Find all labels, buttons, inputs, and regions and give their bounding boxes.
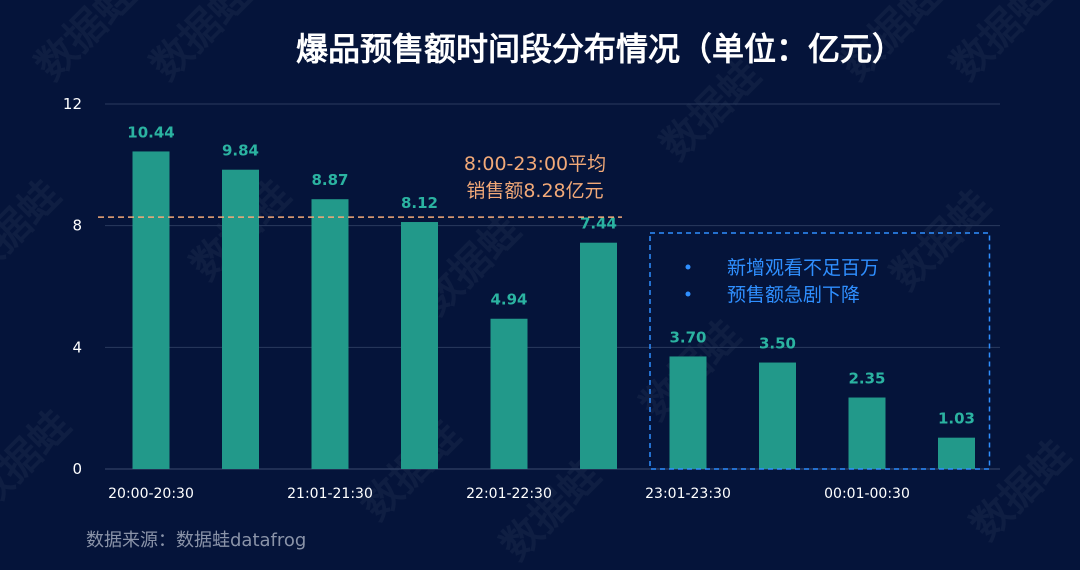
y-axis-ticks: 0 4 8 12 bbox=[63, 95, 82, 478]
y-tick-3: 12 bbox=[63, 95, 82, 113]
bar-3 bbox=[401, 222, 438, 469]
note-bullet-0 bbox=[685, 264, 691, 270]
bar-8 bbox=[848, 397, 886, 469]
value-label-7: 3.50 bbox=[759, 335, 796, 353]
bar-2 bbox=[311, 199, 349, 469]
value-label-1: 9.84 bbox=[222, 142, 259, 160]
y-tick-1: 4 bbox=[72, 338, 82, 356]
x-axis-ticks: 20:00-20:30 21:01-21:30 22:01-22:30 23:01-2… bbox=[108, 486, 910, 502]
bar-7 bbox=[759, 362, 796, 469]
bars bbox=[132, 151, 975, 469]
bar-5 bbox=[580, 242, 617, 469]
value-label-3: 8.12 bbox=[401, 194, 438, 212]
note-bullet-1 bbox=[685, 291, 691, 297]
value-label-2: 8.87 bbox=[311, 171, 348, 189]
x-tick-2: 21:01-21:30 bbox=[287, 486, 373, 502]
watermark-text-6: 数据蛙 bbox=[0, 172, 69, 289]
bar-0 bbox=[132, 151, 170, 469]
value-labels: 10.44 9.84 8.87 8.12 4.94 7.44 3.70 3.50 2.35 1.0… bbox=[127, 123, 975, 427]
average-label-0: 8:00-23:00平均 bbox=[464, 153, 606, 175]
value-label-6: 3.70 bbox=[669, 328, 706, 346]
watermark-text-9: 数据蛙 bbox=[492, 452, 609, 569]
watermark-text-11: 数据蛙 bbox=[962, 432, 1079, 549]
chart-title: 爆品预售额时间段分布情况（单位：亿元） bbox=[296, 30, 904, 68]
watermark-text-0: 数据蛙 bbox=[27, 0, 144, 89]
bar-9 bbox=[938, 437, 975, 469]
value-label-0: 10.44 bbox=[127, 123, 174, 141]
y-tick-0: 0 bbox=[72, 460, 82, 478]
average-label-1: 销售额8.28亿元 bbox=[466, 180, 603, 202]
x-tick-8: 00:01-00:30 bbox=[824, 486, 910, 502]
note-text-0: 新增观看不足百万 bbox=[727, 257, 879, 279]
bar-1 bbox=[222, 169, 259, 469]
x-tick-4: 22:01-22:30 bbox=[466, 486, 552, 502]
bar-6 bbox=[669, 356, 707, 469]
value-label-9: 1.03 bbox=[938, 410, 975, 428]
note-text-1: 预售额急剧下降 bbox=[727, 284, 860, 306]
y-tick-2: 8 bbox=[72, 217, 82, 235]
x-tick-0: 20:00-20:30 bbox=[108, 486, 194, 502]
source-note: 数据来源：数据蛙datafrog bbox=[86, 530, 306, 551]
value-label-8: 2.35 bbox=[848, 370, 885, 388]
value-label-4: 4.94 bbox=[490, 291, 527, 309]
watermark-text-10: 数据蛙 bbox=[0, 402, 79, 519]
bar-4 bbox=[490, 318, 528, 469]
watermark-text-3: 数据蛙 bbox=[942, 0, 1059, 89]
watermark-text-7: 数据蛙 bbox=[882, 182, 999, 299]
value-label-5: 7.44 bbox=[580, 215, 617, 233]
watermark-text-1: 数据蛙 bbox=[142, 0, 259, 89]
watermark-text-12: 数据蛙 bbox=[652, 52, 769, 169]
x-tick-6: 23:01-23:30 bbox=[645, 486, 731, 502]
